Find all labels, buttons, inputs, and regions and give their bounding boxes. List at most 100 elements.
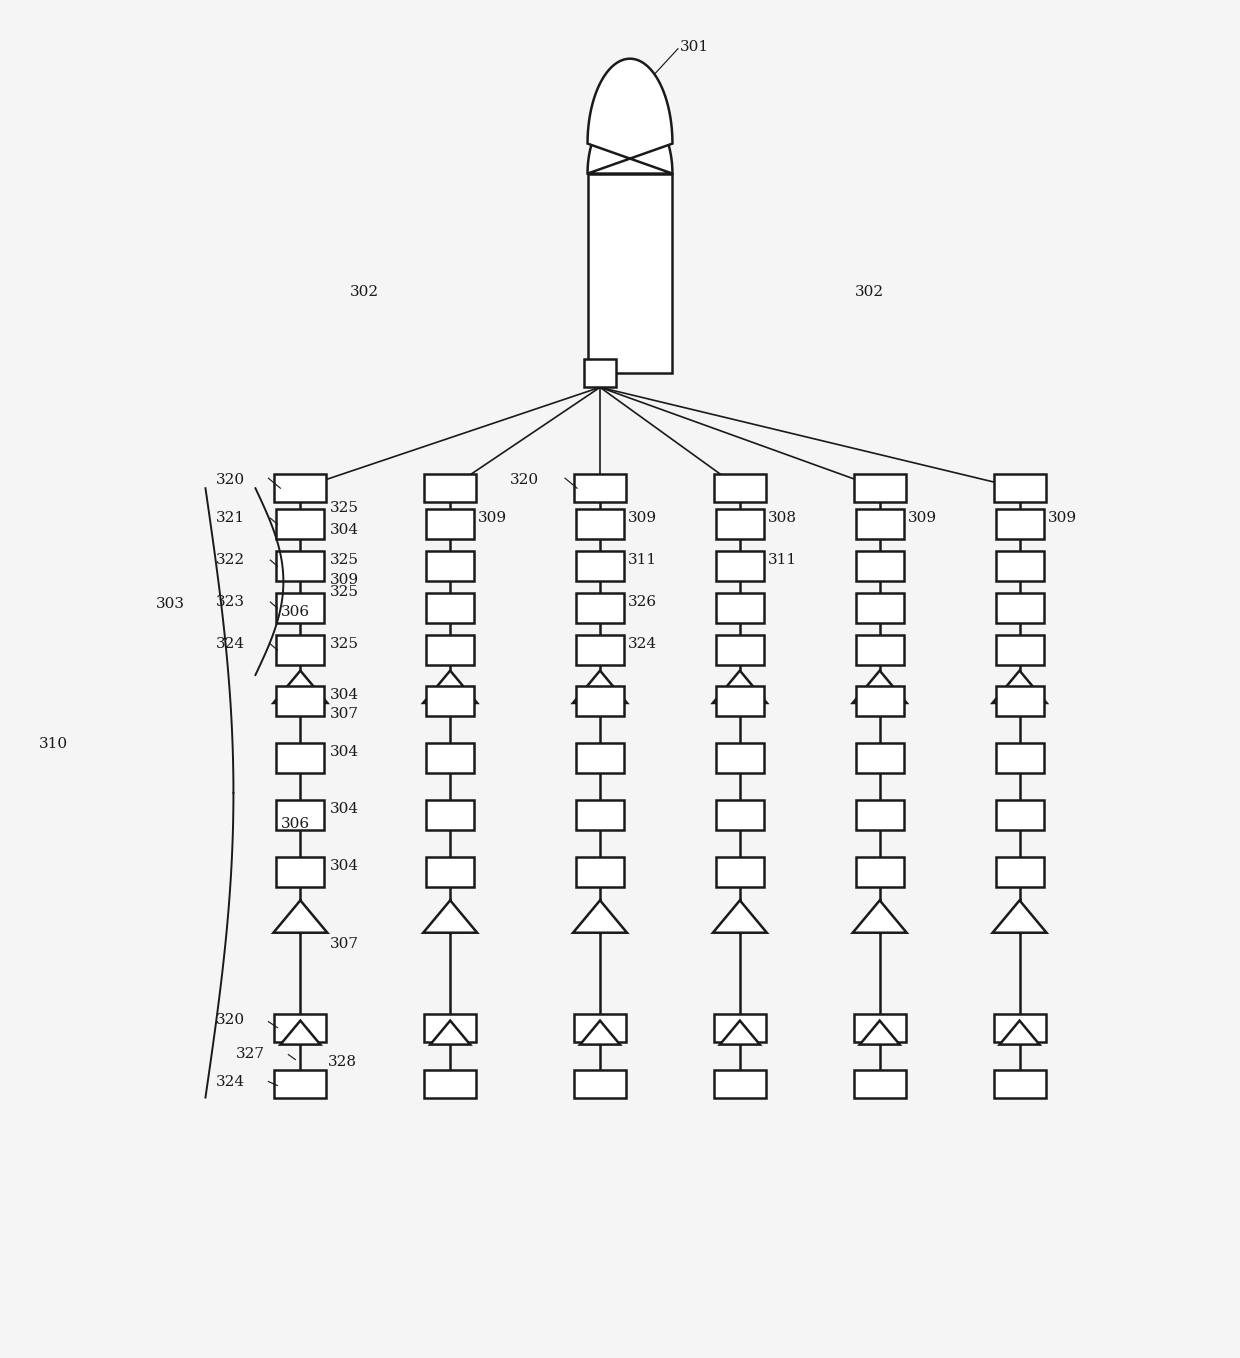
Text: 324: 324 [216, 637, 244, 650]
Polygon shape [992, 671, 1047, 703]
Text: 322: 322 [216, 553, 244, 568]
Bar [853, 474, 905, 502]
Text: 328: 328 [329, 1055, 357, 1069]
Polygon shape [430, 1021, 470, 1044]
Bar [856, 551, 904, 581]
Text: 327: 327 [236, 1047, 264, 1061]
Text: 309: 309 [479, 511, 507, 526]
Text: 325: 325 [330, 585, 360, 599]
Bar [274, 1013, 326, 1042]
Text: 309: 309 [627, 511, 657, 526]
Text: 303: 303 [155, 598, 185, 611]
Bar [577, 857, 624, 887]
Bar [996, 551, 1044, 581]
Text: 307: 307 [330, 937, 360, 951]
Text: 326: 326 [627, 595, 657, 610]
Bar [274, 1070, 326, 1097]
Bar [715, 551, 764, 581]
Bar [996, 800, 1044, 830]
Bar [427, 636, 474, 665]
Polygon shape [999, 1021, 1039, 1044]
Bar [424, 1070, 476, 1097]
Bar [996, 686, 1044, 716]
Bar [577, 593, 624, 623]
Bar [714, 474, 766, 502]
Bar [993, 1070, 1045, 1097]
Bar [715, 857, 764, 887]
Bar [277, 686, 325, 716]
Text: 309: 309 [1048, 511, 1076, 526]
Text: 324: 324 [216, 1074, 244, 1089]
Polygon shape [273, 671, 327, 703]
Bar [577, 800, 624, 830]
Bar [856, 593, 904, 623]
Text: 309: 309 [330, 573, 360, 587]
Text: 307: 307 [330, 708, 360, 721]
Bar [427, 857, 474, 887]
Text: 320: 320 [510, 473, 539, 488]
Bar [577, 743, 624, 773]
Bar [715, 636, 764, 665]
Polygon shape [713, 900, 766, 933]
Bar [856, 800, 904, 830]
Bar [856, 686, 904, 716]
Bar [574, 474, 626, 502]
Bar [584, 360, 616, 387]
Text: 324: 324 [627, 637, 657, 650]
Polygon shape [588, 105, 672, 174]
Text: 309: 309 [908, 511, 936, 526]
Bar [714, 1070, 766, 1097]
Bar [277, 509, 325, 539]
Bar [856, 743, 904, 773]
Bar [277, 551, 325, 581]
Text: 325: 325 [330, 637, 360, 650]
Bar [996, 509, 1044, 539]
Text: 304: 304 [330, 803, 360, 816]
Text: 320: 320 [216, 1013, 244, 1027]
Polygon shape [859, 1021, 900, 1044]
Text: 310: 310 [38, 737, 68, 751]
Text: 325: 325 [330, 501, 360, 515]
Bar [277, 800, 325, 830]
Bar [996, 636, 1044, 665]
Bar [577, 551, 624, 581]
Bar [574, 1013, 626, 1042]
Bar [996, 743, 1044, 773]
Bar [427, 743, 474, 773]
Text: 304: 304 [330, 689, 360, 702]
Polygon shape [423, 900, 477, 933]
Text: 325: 325 [330, 553, 360, 568]
Text: 301: 301 [680, 39, 709, 54]
Bar [427, 509, 474, 539]
Polygon shape [580, 1021, 620, 1044]
Polygon shape [853, 900, 906, 933]
Bar [715, 686, 764, 716]
Polygon shape [423, 671, 477, 703]
Text: 302: 302 [854, 285, 884, 299]
Bar [424, 1013, 476, 1042]
Bar [424, 474, 476, 502]
Bar [277, 593, 325, 623]
Bar [427, 551, 474, 581]
Bar [996, 857, 1044, 887]
Text: 304: 304 [330, 523, 360, 538]
Bar [715, 800, 764, 830]
Bar [574, 1070, 626, 1097]
Bar [715, 743, 764, 773]
Bar [577, 686, 624, 716]
Polygon shape [720, 1021, 760, 1044]
Bar [714, 1013, 766, 1042]
Polygon shape [273, 900, 327, 933]
Text: 302: 302 [351, 285, 379, 299]
Bar [993, 1013, 1045, 1042]
Text: 320: 320 [216, 473, 244, 488]
Bar [588, 174, 672, 373]
Polygon shape [992, 900, 1047, 933]
Text: 304: 304 [330, 860, 360, 873]
Polygon shape [573, 671, 627, 703]
Bar [996, 593, 1044, 623]
Bar [715, 509, 764, 539]
Bar [856, 636, 904, 665]
Bar [856, 509, 904, 539]
Text: 306: 306 [280, 816, 310, 831]
